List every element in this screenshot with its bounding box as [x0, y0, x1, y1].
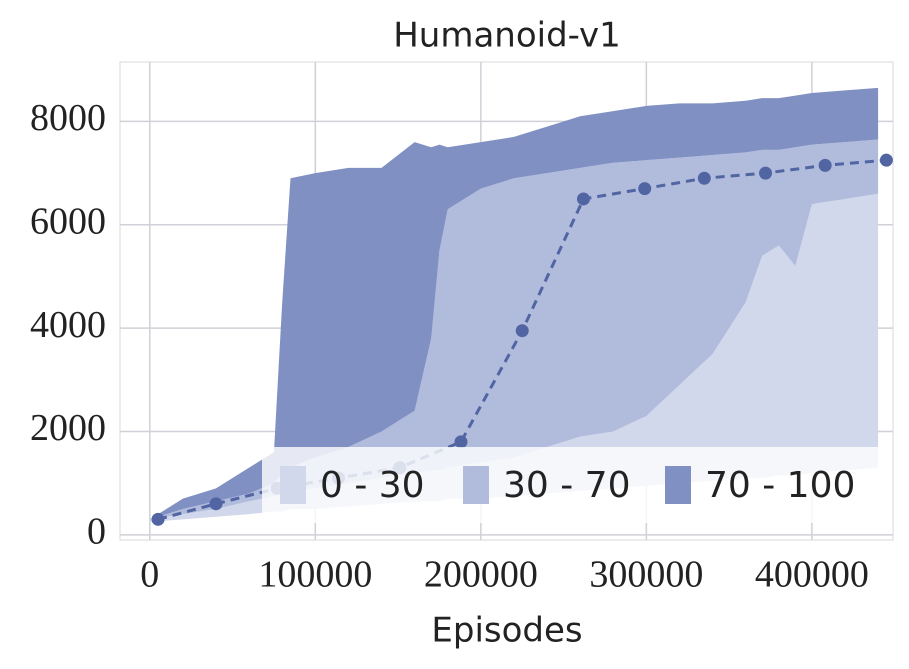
- median-marker: [576, 192, 590, 206]
- legend-label: 30 - 70: [503, 465, 631, 506]
- percentile-band: [149, 87, 879, 520]
- median-marker: [638, 182, 652, 196]
- x-tick-label: 400000: [755, 554, 869, 596]
- y-tick-label: 2000: [30, 407, 106, 449]
- x-tick-label: 0: [140, 554, 159, 596]
- median-marker: [818, 158, 832, 172]
- legend-swatch: [665, 466, 691, 504]
- legend: 0 - 30 30 - 70 70 - 100: [262, 447, 890, 523]
- legend-swatch: [463, 466, 489, 504]
- percentile-band: [149, 193, 879, 522]
- median-marker: [454, 435, 468, 449]
- median-marker: [151, 512, 165, 526]
- legend-swatch: [280, 466, 306, 504]
- median-marker: [879, 153, 893, 167]
- median-marker: [209, 497, 223, 511]
- x-tick-label: 300000: [589, 554, 703, 596]
- legend-label: 0 - 30: [320, 465, 425, 506]
- y-tick-label: 0: [87, 511, 106, 553]
- y-tick-label: 8000: [30, 97, 106, 139]
- percentile-band: [149, 139, 879, 520]
- legend-box: [262, 447, 890, 523]
- legend-label: 70 - 100: [705, 465, 855, 506]
- y-tick-label: 6000: [30, 200, 106, 242]
- median-marker: [515, 324, 529, 338]
- x-tick-label: 200000: [424, 554, 538, 596]
- chart-title: Humanoid-v1: [393, 16, 621, 56]
- median-marker: [759, 166, 773, 180]
- x-tick-label: 100000: [258, 554, 372, 596]
- x-axis-label: Episodes: [431, 611, 582, 651]
- y-tick-label: 4000: [30, 304, 106, 346]
- median-marker: [697, 171, 711, 185]
